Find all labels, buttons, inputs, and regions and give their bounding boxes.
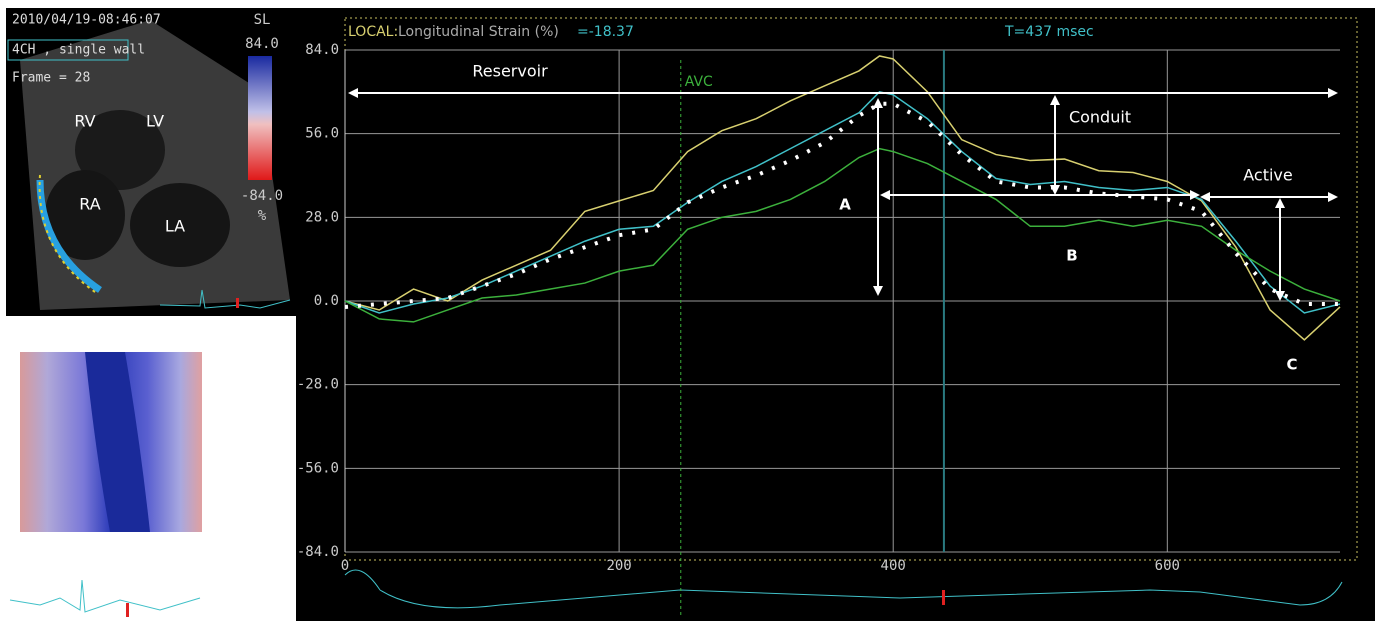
screen: 84.056.028.00.0-28.0-56.0-84.00200400600… bbox=[0, 0, 1375, 621]
y-tick-label: -56.0 bbox=[297, 460, 339, 476]
y-tick-label: 0.0 bbox=[314, 293, 339, 309]
chamber-label: LV bbox=[146, 112, 164, 131]
x-tick-label: 600 bbox=[1155, 558, 1180, 574]
frame-marker bbox=[126, 603, 129, 617]
header-value: =-18.37 bbox=[577, 24, 634, 40]
frame-label: Frame = 28 bbox=[12, 71, 90, 86]
annotation: Active bbox=[1243, 166, 1293, 185]
annotation: A bbox=[839, 196, 851, 214]
y-tick-label: 56.0 bbox=[305, 126, 339, 142]
cursor-label: T=437 msec bbox=[1004, 24, 1094, 40]
annotation: Reservoir bbox=[472, 62, 548, 81]
page: { "chart_data": { "type": "line", "heade… bbox=[0, 0, 1375, 621]
x-tick-label: 200 bbox=[606, 558, 631, 574]
y-tick-label: 28.0 bbox=[305, 209, 339, 225]
y-tick-label: 84.0 bbox=[305, 42, 339, 58]
x-tick-label: 0 bbox=[341, 558, 349, 574]
y-tick-label: -28.0 bbox=[297, 377, 339, 393]
avc-label: AVC bbox=[685, 74, 713, 90]
chamber-label: RV bbox=[74, 112, 95, 131]
annotation: C bbox=[1286, 356, 1297, 374]
frame-marker bbox=[236, 298, 239, 308]
timestamp: 2010/04/19-08:46:07 bbox=[12, 13, 161, 28]
scale-max: 84.0 bbox=[245, 36, 279, 52]
frame-marker bbox=[942, 590, 945, 605]
ecg-trace bbox=[10, 580, 200, 612]
header-measure: Longitudinal Strain (%) bbox=[398, 24, 559, 40]
view-label: 4CH , single wall bbox=[12, 43, 145, 58]
scale-min: -84.0 bbox=[241, 188, 283, 204]
y-tick-label: -84.0 bbox=[297, 544, 339, 560]
scale-unit: % bbox=[258, 208, 267, 224]
chart-panel bbox=[296, 8, 1375, 621]
chamber-label: RA bbox=[79, 195, 100, 214]
header-local: LOCAL: bbox=[348, 24, 398, 40]
scale-label: SL bbox=[254, 12, 271, 28]
annotation: B bbox=[1066, 247, 1077, 265]
x-tick-label: 400 bbox=[881, 558, 906, 574]
color-scale bbox=[248, 56, 272, 180]
annotation: Conduit bbox=[1069, 108, 1131, 127]
chamber-label: LA bbox=[165, 217, 185, 236]
